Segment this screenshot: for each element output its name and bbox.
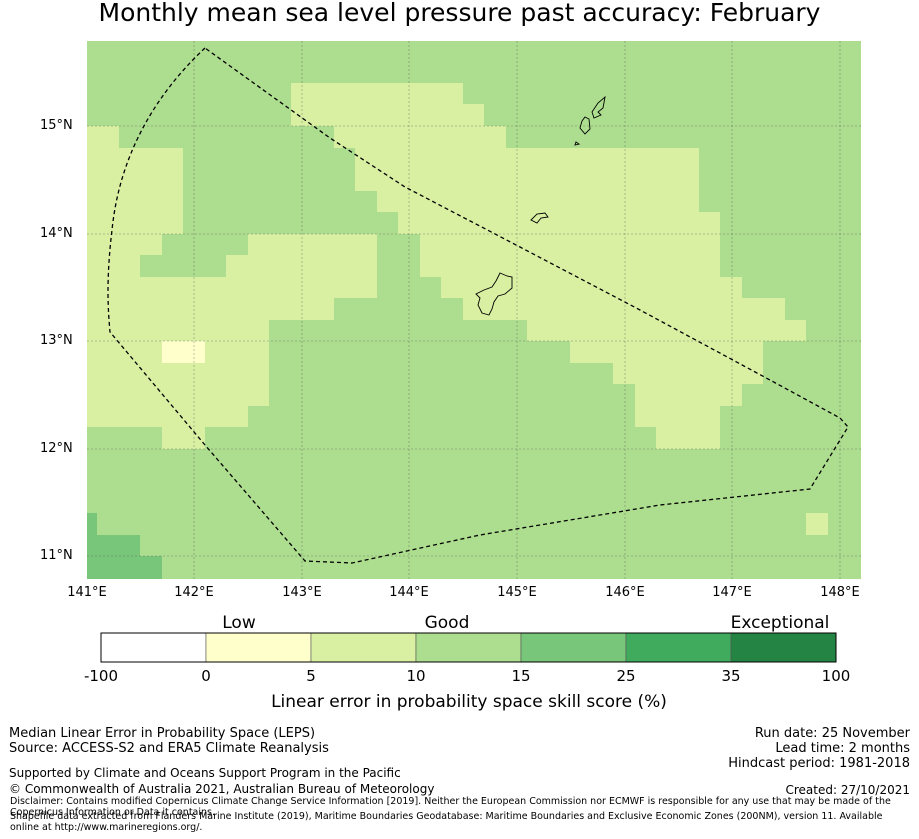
footer-run-date: Run date: 25 November — [754, 726, 910, 741]
colorbar-tick: 25 — [616, 667, 636, 685]
colorbar-category-good: Good — [424, 613, 470, 633]
colorbar — [100, 632, 837, 663]
colorbar-tick: 5 — [306, 667, 316, 685]
colorbar-segment — [415, 632, 522, 663]
footer-source: Source: ACCESS-S2 and ERA5 Climate Reana… — [9, 741, 329, 756]
islands — [475, 95, 606, 316]
footer-created: Created: 27/10/2021 — [785, 783, 910, 797]
footer-disclaimer: Disclaimer: Contains modified Copernicus… — [10, 796, 891, 818]
footer-copyright: © Commonwealth of Australia 2021, Austra… — [9, 782, 435, 796]
colorbar-tick: 15 — [511, 667, 531, 685]
colorbar-segment — [730, 632, 837, 663]
tinian-outline — [574, 141, 581, 146]
saipan-outline — [579, 95, 606, 135]
skill-cell-southeast — [806, 513, 828, 535]
lon-tick-148e: 148°E — [820, 585, 860, 600]
footer-method: Median Linear Error in Probability Space… — [9, 726, 316, 741]
lon-tick-142e: 142°E — [174, 585, 214, 600]
footer-supported: Supported by Climate and Oceans Support … — [9, 766, 401, 780]
rota-outline — [530, 212, 549, 224]
colorbar-segment — [625, 632, 732, 663]
skill-region-central — [291, 83, 806, 449]
lat-tick-14n: 14°N — [40, 226, 73, 241]
skill-region-west — [87, 126, 377, 449]
lat-tick-13n: 13°N — [40, 333, 73, 348]
colorbar-tick: 10 — [406, 667, 426, 685]
skill-region-very-good — [87, 513, 162, 579]
footer-lead-time: Lead time: 2 months — [775, 741, 910, 756]
graticule — [87, 41, 861, 579]
lon-tick-143e: 143°E — [282, 585, 322, 600]
map-figure — [87, 41, 861, 663]
lon-tick-145e: 145°E — [497, 585, 537, 600]
colorbar-segment — [310, 632, 417, 663]
map-panel — [87, 41, 861, 579]
colorbar-segment — [100, 632, 207, 663]
colorbar-frame — [100, 632, 837, 663]
colorbar-tick: 35 — [721, 667, 741, 685]
map-title: Monthly mean sea level pressure past acc… — [98, 0, 821, 27]
colorbar-category-exceptional: Exceptional — [730, 613, 830, 633]
colorbar-tick: -100 — [83, 667, 119, 685]
skill-cell-low — [162, 341, 205, 363]
eez-boundary — [107, 47, 849, 564]
colorbar-tick: 100 — [821, 667, 851, 685]
colorbar-segment — [205, 632, 312, 663]
footer-hindcast-period: Hindcast period: 1981-2018 — [728, 756, 910, 771]
lon-tick-144e: 144°E — [389, 585, 429, 600]
lon-tick-141e: 141°E — [67, 585, 107, 600]
guam-outline — [475, 272, 513, 316]
lat-tick-11n: 11°N — [40, 548, 73, 563]
lon-tick-147e: 147°E — [712, 585, 752, 600]
skill-region-light — [87, 83, 828, 535]
colorbar-tick: 0 — [201, 667, 211, 685]
colorbar-category-low: Low — [222, 613, 256, 633]
colorbar-segment — [520, 632, 627, 663]
lon-tick-146e: 146°E — [605, 585, 645, 600]
lat-tick-12n: 12°N — [40, 441, 73, 456]
lat-tick-15n: 15°N — [40, 118, 73, 133]
footer-shapefile: Shapefile data extracted from Flanders M… — [10, 811, 883, 833]
colorbar-label: Linear error in probability space skill … — [271, 692, 667, 712]
